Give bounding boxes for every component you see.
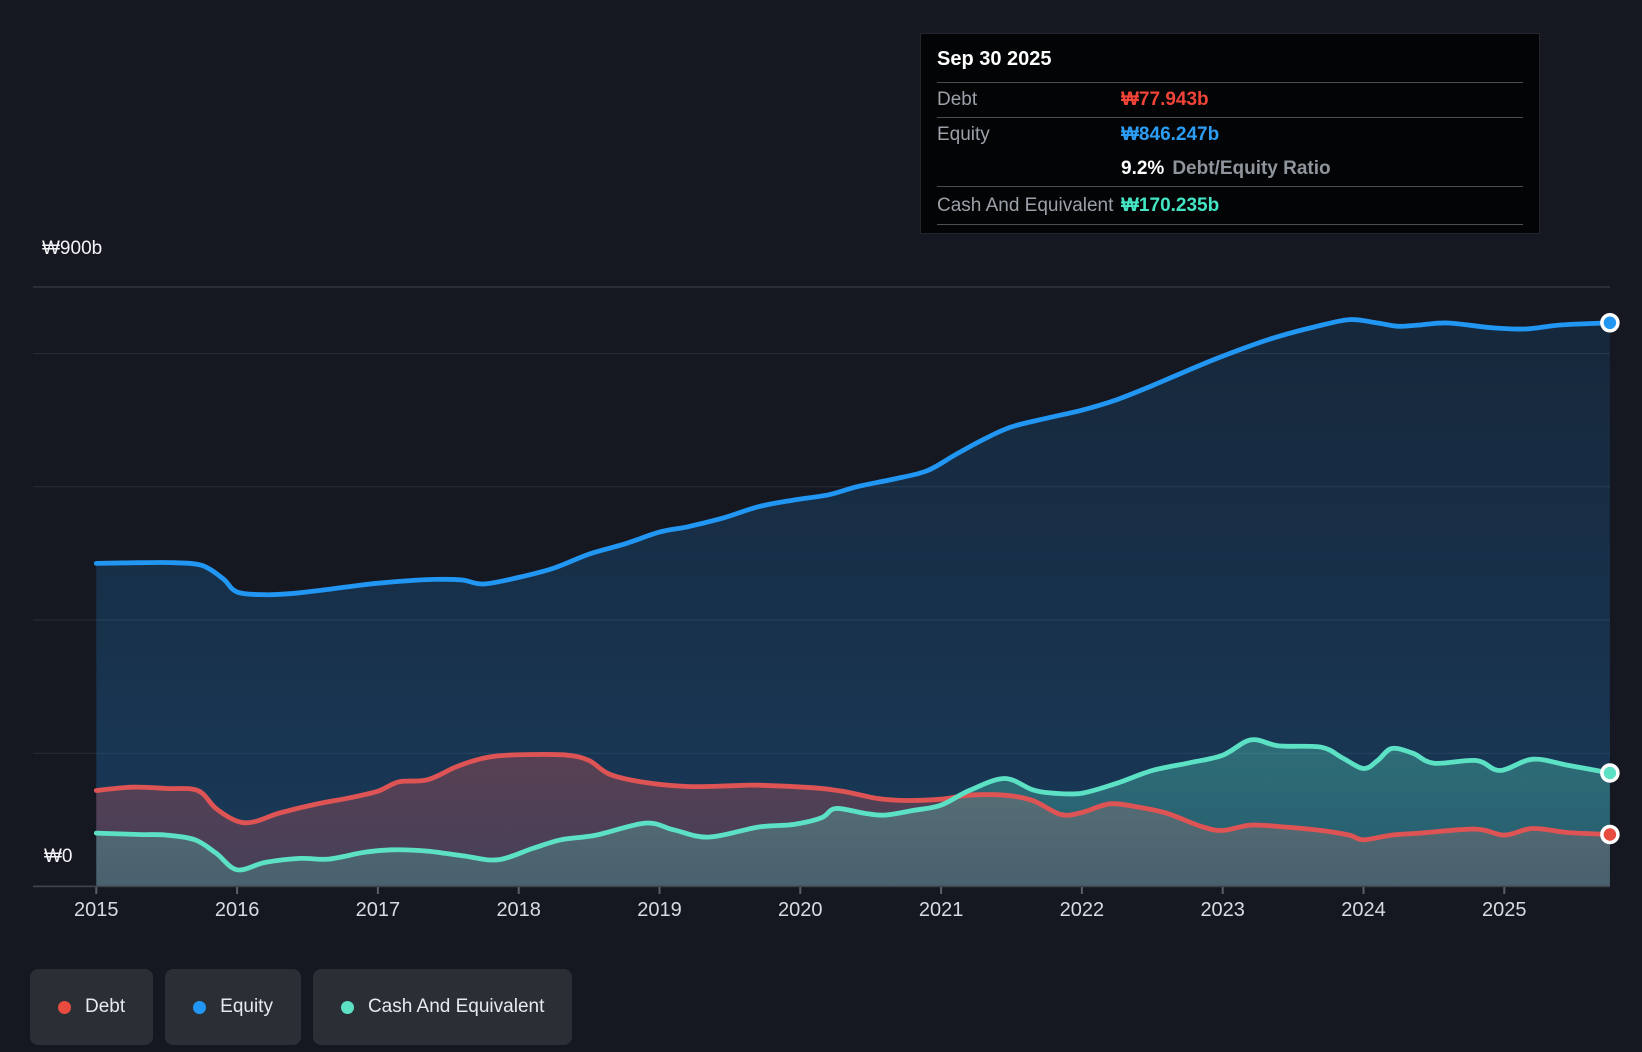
legend-equity-label: Equity <box>220 996 273 1017</box>
x-axis-year-2024: 2024 <box>1341 899 1386 921</box>
y-axis-label-zero: ₩0 <box>44 846 73 867</box>
tooltip-row-debt: Debt ₩77.943b <box>937 83 1523 118</box>
equity-area <box>96 319 1610 887</box>
equity-endpoint-dot[interactable] <box>1600 313 1620 333</box>
legend-debt-label: Debt <box>85 996 126 1017</box>
legend-item-equity[interactable]: Equity <box>165 969 301 1045</box>
cash-endpoint-dot[interactable] <box>1600 763 1620 783</box>
cash-line[interactable] <box>93 737 1613 873</box>
x-axis-year-2017: 2017 <box>355 899 401 921</box>
tooltip-cash-label: Cash And Equivalent <box>937 194 1114 216</box>
x-axis-year-2016: 2016 <box>214 899 260 921</box>
tooltip-date: Sep 30 2025 <box>937 34 1523 83</box>
x-axis-year-2015: 2015 <box>74 899 119 921</box>
tooltip-ratio-value: 9.2% <box>1121 158 1165 179</box>
y-axis-label-max: ₩900b <box>42 238 103 259</box>
x-axis-year-2020: 2020 <box>778 899 823 921</box>
equity-line[interactable] <box>93 317 1613 598</box>
tooltip-debt-value: ₩77.943b <box>1121 89 1209 110</box>
tooltip-ratio-label: Debt/Equity Ratio <box>1172 158 1331 179</box>
x-axis-year-2023: 2023 <box>1200 899 1245 921</box>
legend-cash-label: Cash And Equivalent <box>367 996 545 1017</box>
x-axis-year-2025: 2025 <box>1482 899 1527 921</box>
tooltip-row-equity: Equity ₩846.247b <box>937 118 1523 152</box>
tooltip-equity-value: ₩846.247b <box>1121 124 1220 145</box>
tooltip-row-ratio: 9.2% Debt/Equity Ratio <box>937 152 1523 187</box>
x-axis-year-2021: 2021 <box>918 899 964 921</box>
tooltip-row-cash: Cash And Equivalent ₩170.235b <box>937 187 1523 225</box>
x-axis-year-2022: 2022 <box>1059 899 1105 921</box>
tooltip-debt-label: Debt <box>937 89 978 110</box>
tooltip-equity-label: Equity <box>937 124 990 145</box>
x-axis-year-2018: 2018 <box>496 899 541 921</box>
x-axis-year-2019: 2019 <box>637 899 682 921</box>
debt-color-dot-icon <box>58 1000 71 1014</box>
debt-endpoint-dot[interactable] <box>1600 824 1620 845</box>
debt-line[interactable] <box>93 752 1613 843</box>
chart-tooltip: Sep 30 2025 Debt ₩77.943b Equity ₩846.24… <box>920 33 1540 234</box>
legend-item-debt[interactable]: Debt <box>30 969 154 1045</box>
equity-color-dot-icon <box>193 1000 207 1014</box>
legend-item-cash[interactable]: Cash And Equivalent <box>312 969 573 1045</box>
legend: Debt Equity Cash And Equivalent <box>30 969 573 1045</box>
tooltip-cash-value: ₩170.235b <box>1121 194 1220 216</box>
cash-color-dot-icon <box>340 1000 354 1014</box>
